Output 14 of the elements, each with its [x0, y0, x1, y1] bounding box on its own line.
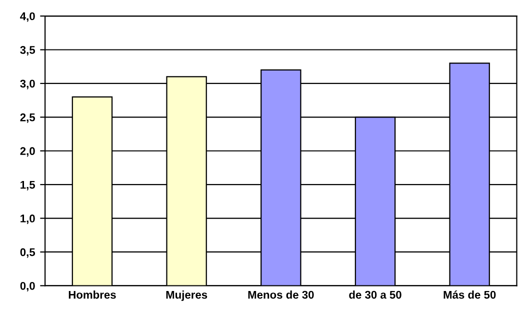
y-tick-label: 3,5: [20, 46, 36, 56]
x-tick-label: de 30 a 50: [349, 290, 402, 299]
y-tick-label: 4,0: [20, 12, 35, 22]
x-tick-label: Más de 50: [444, 290, 496, 299]
x-tick-label: Menos de 30: [248, 290, 314, 299]
y-tick-label: 1,5: [20, 180, 36, 190]
x-tick-label: Mujeres: [166, 290, 208, 301]
y-tick-label: 1,0: [20, 214, 35, 224]
y-tick-label: 3,0: [20, 80, 35, 90]
y-tick-label: 0,5: [20, 248, 36, 258]
y-tick-label: 2,5: [20, 113, 36, 123]
x-tick-label: Hombres: [68, 290, 116, 299]
y-tick-label: 2,0: [20, 147, 35, 157]
y-tick-label: 0,0: [20, 282, 35, 292]
